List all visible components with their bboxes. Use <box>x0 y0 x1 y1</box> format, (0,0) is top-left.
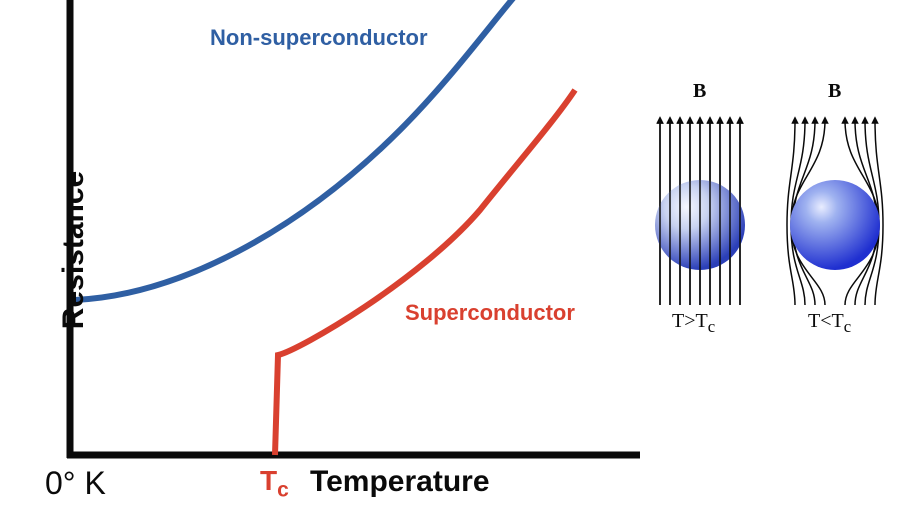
meissner-right <box>787 120 883 305</box>
figure-root: Resistance 0° K Tc Temperature Non-super… <box>0 0 900 520</box>
field-label-right: B <box>828 80 841 103</box>
x-axis-zero-label: 0° K <box>45 465 106 502</box>
field-label-left: B <box>693 80 706 103</box>
tc-T: T <box>260 465 277 496</box>
non-superconductor-label: Non-superconductor <box>210 25 428 51</box>
superconductor-label: Superconductor <box>405 300 575 326</box>
meissner-right-caption: T<Tc <box>808 310 851 337</box>
x-axis-temperature-label: Temperature <box>310 465 490 499</box>
plot-svg <box>0 0 900 520</box>
meissner-left <box>655 120 745 305</box>
y-axis-label: Resistance <box>57 171 91 329</box>
superconductor-curve <box>275 90 575 455</box>
meissner-left-caption: T>Tc <box>672 310 715 337</box>
x-axis-tc-label: Tc <box>260 465 289 503</box>
tc-sub: c <box>277 479 289 502</box>
